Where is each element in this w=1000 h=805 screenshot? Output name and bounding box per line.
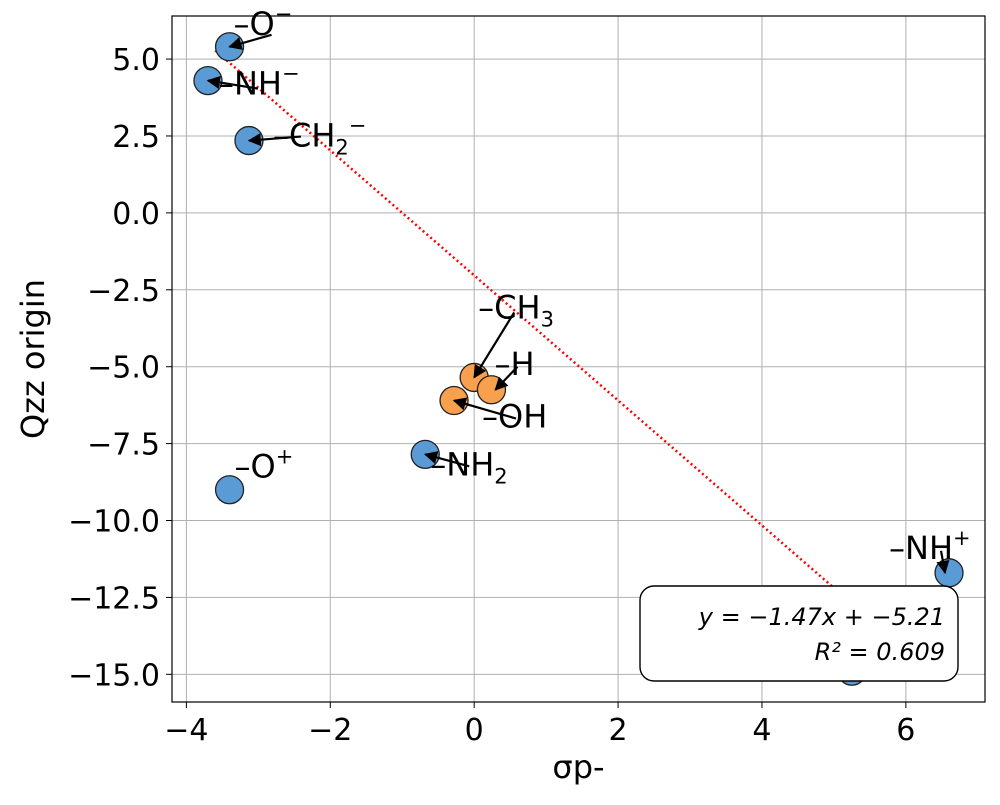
point-label-5: –OH (482, 398, 547, 436)
point-label-0: –O− (234, 2, 293, 43)
label-arrow-4 (494, 366, 519, 391)
x-axis-title: σp- (552, 748, 604, 786)
y-tick-label: 5.0 (112, 43, 160, 78)
label-arrow-2 (247, 133, 302, 147)
y-tick-label: 2.5 (112, 120, 160, 155)
y-axis-title: Qzz origin (14, 279, 52, 439)
point-label-6: –NH2 (430, 445, 507, 488)
y-tick-label: 0.0 (112, 197, 160, 232)
label-arrow-6 (423, 451, 470, 468)
stats-r-squared: R² = 0.609 (815, 638, 945, 666)
label-arrow-3 (473, 311, 516, 379)
label-arrow-8 (936, 550, 950, 575)
x-tick-label: 6 (896, 713, 915, 748)
point-label-7: –O+ (235, 445, 294, 486)
label-arrow-0 (228, 33, 272, 50)
point-label-8: –NH+ (889, 526, 971, 567)
fit-line (214, 49, 857, 608)
point-label-2: –CH2− (273, 114, 366, 160)
x-tick-label: −4 (164, 713, 208, 748)
x-tick-label: −2 (308, 713, 352, 748)
y-tick-label: −5.0 (87, 351, 160, 386)
point-label-4: –H (494, 345, 534, 383)
y-tick-label: −7.5 (87, 428, 160, 463)
x-tick-label: 0 (465, 713, 484, 748)
y-tick-label: −15.0 (68, 658, 160, 693)
point-label-3: –CH3 (478, 288, 554, 331)
x-tick-label: 2 (609, 713, 628, 748)
point-label-1: –NH− (218, 62, 300, 103)
label-arrow-5 (452, 397, 517, 420)
label-arrow-1 (206, 75, 259, 90)
x-tick-label: 4 (752, 713, 771, 748)
stats-equation: y = −1.47x + −5.21 (698, 603, 945, 631)
y-tick-label: −12.5 (68, 581, 160, 616)
plot-frame (171, 15, 986, 703)
data-point-7 (214, 475, 245, 505)
y-tick-label: −10.0 (68, 505, 160, 540)
y-tick-label: −2.5 (87, 274, 160, 309)
stats-box (639, 585, 959, 682)
